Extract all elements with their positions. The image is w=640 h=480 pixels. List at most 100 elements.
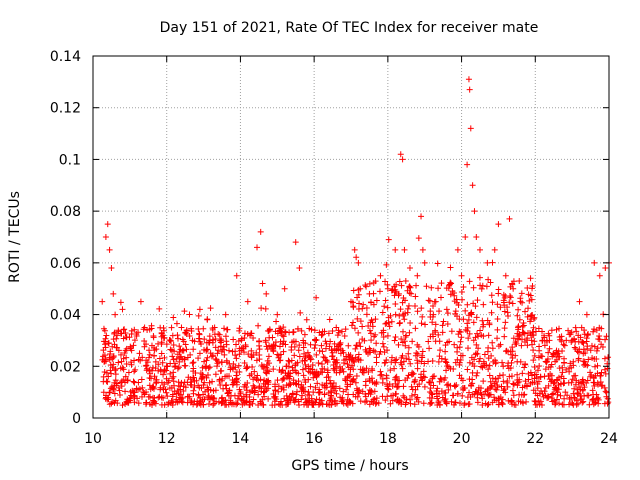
cloud-point <box>365 323 372 330</box>
cloud-point <box>548 372 555 379</box>
cloud-point <box>199 364 206 371</box>
cloud-point <box>159 359 166 366</box>
y-axis-ticks: 0 0.02 0.04 0.06 0.08 0.1 0.12 0.14 <box>50 49 609 427</box>
cloud-point <box>344 401 351 408</box>
cloud-point <box>169 393 176 400</box>
cloud-point <box>415 343 422 350</box>
cloud-point <box>279 332 286 339</box>
cloud-point <box>194 400 201 407</box>
cloud-point <box>263 370 270 377</box>
cloud-point <box>515 323 522 330</box>
cloud-point <box>353 373 360 380</box>
cloud-point <box>352 345 359 352</box>
cloud-point <box>153 346 160 353</box>
cloud-point <box>575 400 582 407</box>
data-point <box>281 285 288 292</box>
cloud-point <box>414 350 421 357</box>
cloud-point <box>514 312 521 319</box>
cloud-point <box>128 331 135 338</box>
cloud-point <box>544 338 551 345</box>
cloud-point <box>409 371 416 378</box>
cloud-point <box>236 351 243 358</box>
cloud-point <box>322 382 329 389</box>
cloud-point <box>518 290 525 297</box>
cloud-point <box>337 345 344 352</box>
cloud-point <box>473 314 480 321</box>
data-point <box>414 272 421 279</box>
cloud-point <box>397 306 404 313</box>
cloud-point <box>407 319 414 326</box>
cloud-point <box>535 378 542 385</box>
data-point <box>596 272 603 279</box>
cloud-point <box>480 301 487 308</box>
x-axis-ticks: 10 12 14 16 18 20 22 24 <box>84 56 618 447</box>
cloud-point <box>207 305 214 312</box>
cloud-point <box>118 358 125 365</box>
cloud-point <box>443 359 450 366</box>
cloud-point <box>605 354 612 361</box>
cloud-point <box>557 392 564 399</box>
cloud-point <box>149 364 156 371</box>
cloud-point <box>216 378 223 385</box>
cloud-point <box>469 376 476 383</box>
cloud-point <box>405 302 412 309</box>
cloud-point <box>233 341 240 348</box>
cloud-point <box>178 379 185 386</box>
data-point <box>222 311 229 318</box>
cloud-point <box>560 401 567 408</box>
cloud-point <box>120 355 127 362</box>
cloud-point <box>331 397 338 404</box>
cloud-point <box>218 348 225 355</box>
cloud-point <box>316 347 323 354</box>
cloud-point <box>545 364 552 371</box>
cloud-point <box>294 388 301 395</box>
cloud-point <box>176 343 183 350</box>
cloud-point <box>468 309 475 316</box>
cloud-point <box>414 394 421 401</box>
cloud-point <box>336 341 343 348</box>
cloud-point <box>495 401 502 408</box>
cloud-point <box>442 390 449 397</box>
cloud-point <box>251 374 258 381</box>
cloud-point <box>532 398 539 405</box>
cloud-point <box>343 400 350 407</box>
cloud-point <box>574 386 581 393</box>
cloud-point <box>474 297 481 304</box>
cloud-point <box>467 393 474 400</box>
cloud-point <box>516 316 523 323</box>
cloud-point <box>318 361 325 368</box>
cloud-point <box>501 385 508 392</box>
cloud-point <box>285 369 292 376</box>
cloud-point <box>207 350 214 357</box>
cloud-point <box>524 313 531 320</box>
cloud-point <box>601 384 608 391</box>
cloud-point <box>494 301 501 308</box>
cloud-point <box>167 346 174 353</box>
cloud-point <box>431 373 438 380</box>
cloud-point <box>520 329 527 336</box>
cloud-point <box>529 285 536 292</box>
cloud-point <box>408 383 415 390</box>
cloud-point <box>100 389 107 396</box>
cloud-point <box>539 328 546 335</box>
cloud-point <box>170 342 177 349</box>
grid-lines <box>93 56 609 418</box>
cloud-point <box>149 402 156 409</box>
data-point <box>263 290 270 297</box>
cloud-point <box>124 398 131 405</box>
cloud-point <box>119 402 126 409</box>
cloud-point <box>447 279 454 286</box>
cloud-point <box>163 389 170 396</box>
cloud-point <box>217 343 224 350</box>
cloud-point <box>384 347 391 354</box>
cloud-point <box>473 341 480 348</box>
cloud-point <box>407 360 414 367</box>
cloud-point <box>448 280 455 287</box>
cloud-point <box>311 345 318 352</box>
cloud-point <box>198 341 205 348</box>
cloud-point <box>467 310 474 317</box>
cloud-point <box>260 401 267 408</box>
cloud-point <box>164 393 171 400</box>
cloud-point <box>443 400 450 407</box>
cloud-point <box>434 260 441 267</box>
